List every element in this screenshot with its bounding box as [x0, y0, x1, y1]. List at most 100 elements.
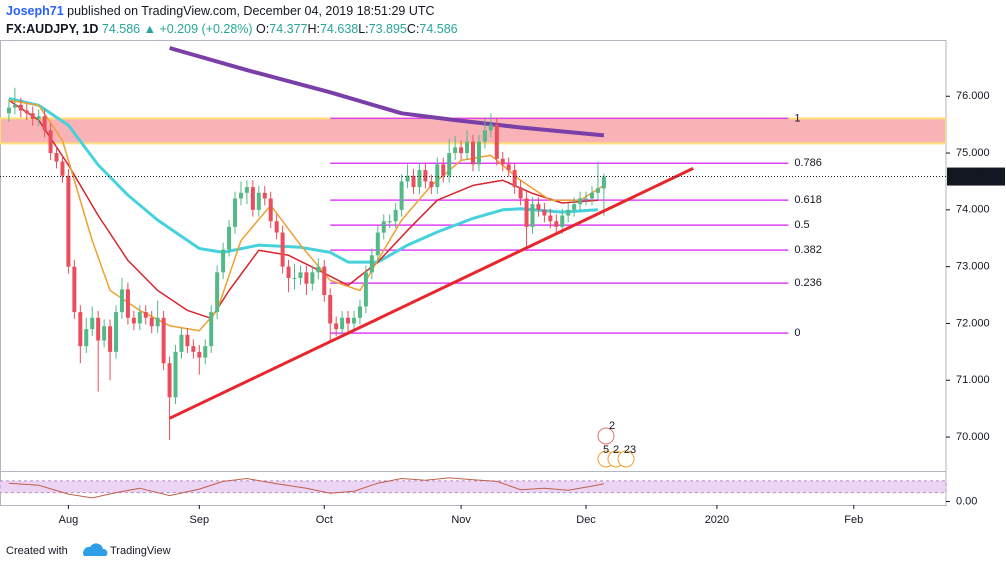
event-badge: 5 [603, 444, 609, 456]
candle-body [471, 141, 475, 165]
y-tick-label: 70.000 [956, 431, 990, 443]
moving-average [8, 97, 598, 264]
candle-body [191, 346, 196, 352]
y-tick-label: 74.000 [956, 204, 990, 216]
candle-body [346, 317, 351, 324]
x-tick-label: Oct [316, 514, 333, 526]
quote-value: 74.638 [320, 22, 358, 36]
candle-body [459, 147, 464, 154]
candle-body [114, 312, 119, 352]
candle-body [381, 221, 386, 233]
candle-body [441, 164, 446, 176]
moving-average [169, 46, 605, 138]
x-tick-label: 2020 [705, 514, 729, 526]
candle-body [108, 326, 113, 352]
candle-body [286, 266, 291, 279]
candle-body [78, 312, 83, 347]
candle-body [304, 272, 309, 284]
candle-body [12, 104, 17, 108]
candle-body [393, 209, 398, 222]
candle-body [572, 204, 577, 210]
event-badge: 2 [609, 420, 615, 432]
fib-label: 1 [794, 112, 800, 124]
candle-body [405, 175, 410, 182]
candle-body [60, 161, 65, 176]
author[interactable]: Joseph71 [6, 4, 64, 18]
candle-body [352, 317, 357, 324]
candle-body [328, 295, 333, 324]
candle-body [387, 221, 392, 223]
fib-label: 0.382 [794, 244, 822, 256]
candle-body [280, 232, 285, 267]
moving-average [8, 99, 598, 320]
candle-body [173, 351, 178, 398]
candle-body [54, 153, 59, 162]
last-price-label: 74.586 [954, 170, 988, 182]
candle-body [334, 323, 339, 330]
x-tick-label: Dec [576, 514, 596, 526]
candle-body [417, 170, 422, 188]
quote-key: C: [407, 22, 420, 36]
y-tick-label: 76.000 [956, 90, 990, 102]
symbol: FX:AUDJPY, 1D [6, 22, 98, 36]
quote-value: 74.586 [419, 22, 457, 36]
candle-body [215, 272, 220, 313]
candle-body [262, 192, 267, 199]
event-badge: 23 [624, 444, 636, 456]
candle-body [238, 192, 243, 199]
candle-body [399, 181, 404, 210]
published: published on TradingView.com, December 0… [67, 4, 434, 18]
footer-created: Created with [6, 545, 68, 557]
candle-body [447, 153, 452, 176]
candle-body [500, 158, 505, 165]
plot: 1 0.786 0.618 0.5 0.382 0.236 0 [0, 46, 946, 440]
quote-key: H: [307, 22, 320, 36]
candle-body [524, 198, 529, 227]
candle-body [84, 329, 89, 347]
candle-body [536, 204, 541, 210]
quote-line: FX:AUDJPY, 1D 74.586 ▲ +0.209 (+0.28%) O… [6, 22, 458, 36]
oscillator [8, 477, 604, 499]
fib-label: 0.786 [794, 157, 822, 169]
candle-body [131, 317, 136, 324]
candle-body [375, 232, 380, 256]
candle-body [578, 198, 583, 205]
candle-body [601, 176, 606, 189]
candle-body [512, 170, 517, 188]
candle-body [48, 130, 53, 154]
candle-body [185, 334, 190, 347]
candle-body [72, 266, 77, 313]
candle-body [316, 266, 321, 273]
y-tick-label: 71.000 [956, 374, 990, 386]
moving-average [8, 99, 605, 332]
candle-body [233, 198, 238, 227]
last: 74.586 [102, 22, 140, 36]
candle-body [143, 312, 148, 318]
candle-body [155, 317, 160, 327]
candle-body [494, 124, 499, 159]
candle-body [429, 181, 434, 188]
candle-body [589, 192, 594, 199]
candle-body [506, 164, 511, 171]
event-badge: 2 [613, 444, 619, 456]
fib-label: 0 [794, 327, 800, 339]
footer-brand[interactable]: TradingView [110, 545, 171, 557]
logo [83, 543, 108, 556]
candle-body [566, 209, 571, 216]
candle-body [340, 317, 345, 330]
candle-body [161, 317, 166, 364]
event-icons [597, 427, 635, 468]
candle-body [530, 204, 535, 227]
candle-body [125, 289, 130, 318]
candle-body [548, 215, 553, 222]
candle-body [24, 110, 29, 114]
quote-key: O: [256, 22, 269, 36]
candle-body [357, 306, 362, 318]
header-line: Joseph71 published on TradingView.com, D… [6, 4, 435, 18]
candle-body [102, 326, 107, 341]
candle-body [227, 226, 232, 250]
candle-body [209, 312, 214, 347]
fib-label: 0.618 [794, 194, 822, 206]
candle-body [36, 116, 41, 119]
